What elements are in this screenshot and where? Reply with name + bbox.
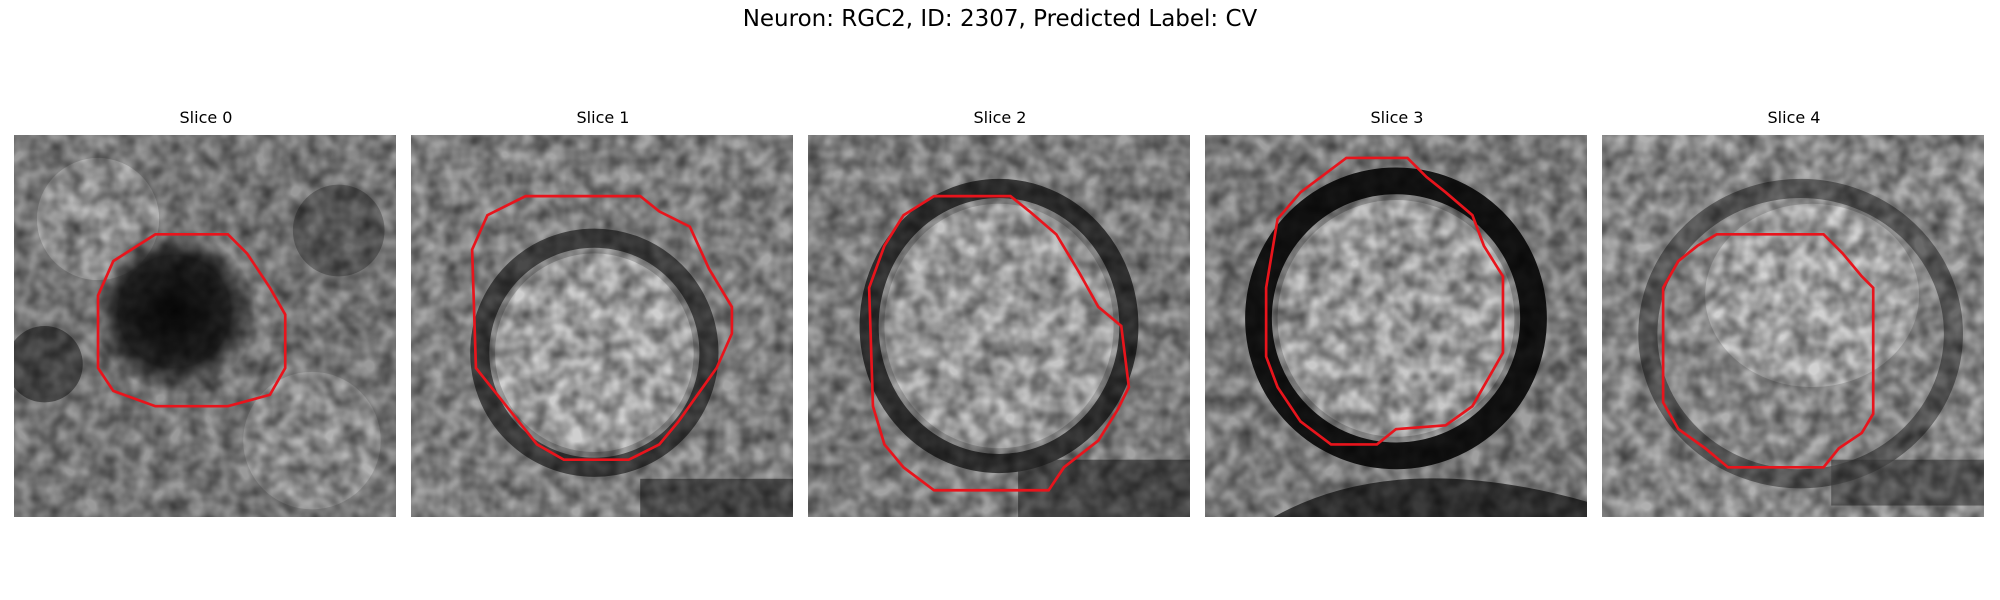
em-slice-image [1602,135,1984,517]
em-slice-image [14,135,396,517]
figure-title: Neuron: RGC2, ID: 2307, Predicted Label:… [0,6,2000,32]
panel-title: Slice 3 [1205,108,1589,127]
panel-title: Slice 2 [808,108,1192,127]
em-slice-image [411,135,793,517]
em-slice-image [808,135,1190,517]
panel-title: Slice 0 [14,108,398,127]
em-slice-image [1205,135,1587,517]
panel-title: Slice 1 [411,108,795,127]
panel-title: Slice 4 [1602,108,1986,127]
